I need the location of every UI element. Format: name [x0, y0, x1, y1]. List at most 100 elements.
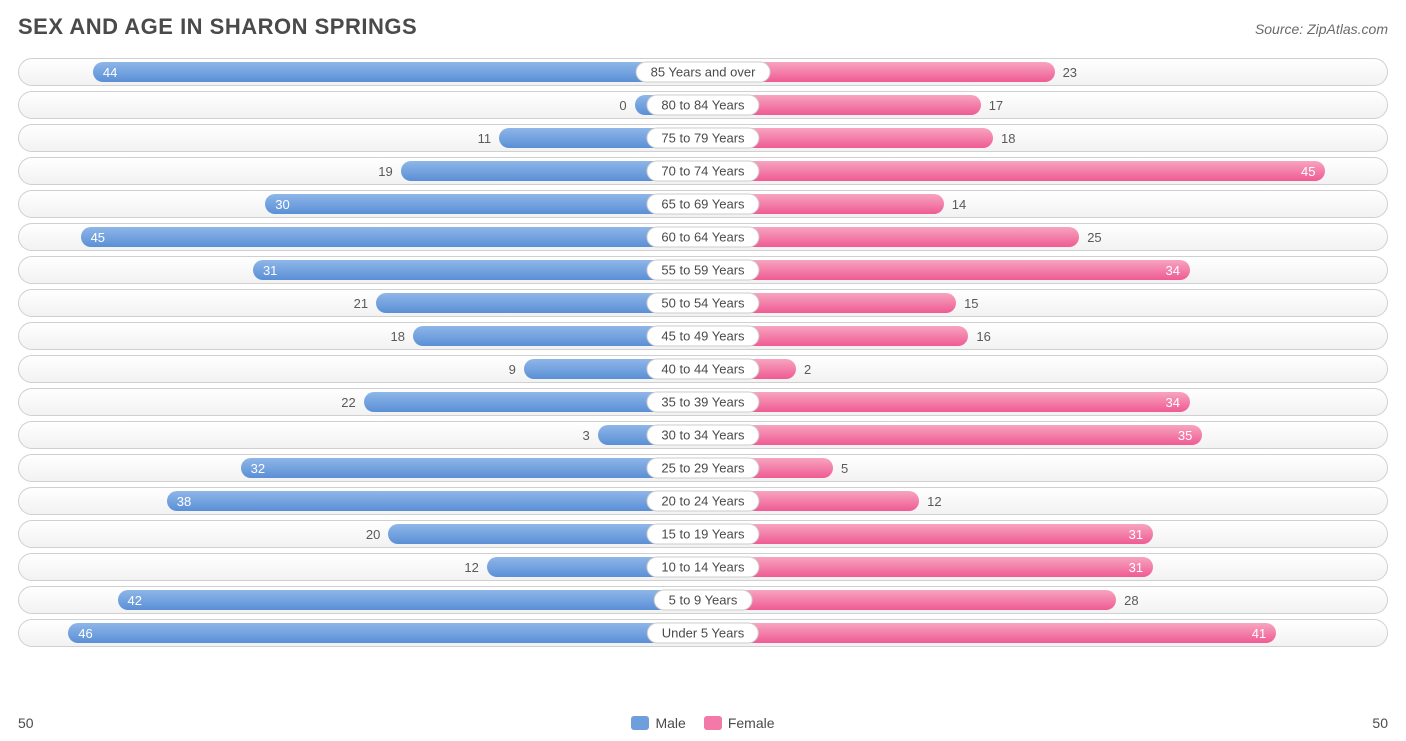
category-label: 45 to 49 Years: [646, 326, 759, 347]
male-bar: 30: [265, 194, 703, 214]
pyramid-row: 211550 to 54 Years: [18, 289, 1388, 317]
pyramid-row: 45 25 60 to 64 Years: [18, 223, 1388, 251]
female-half: 5: [703, 455, 1387, 481]
female-half: 41: [703, 620, 1387, 646]
female-value: 12: [919, 494, 949, 509]
chart-footer: 50 Male Female 50: [18, 715, 1388, 731]
legend: Male Female: [631, 715, 774, 731]
female-value: 28: [1116, 593, 1146, 608]
legend-item-male: Male: [631, 715, 685, 731]
pyramid-row: 442385 Years and over: [18, 58, 1388, 86]
category-label: 70 to 74 Years: [646, 161, 759, 182]
male-half: 21: [19, 290, 703, 316]
category-label: 55 to 59 Years: [646, 260, 759, 281]
male-value: 0: [611, 98, 634, 113]
male-half: 19: [19, 158, 703, 184]
male-bar: 31: [253, 260, 703, 280]
category-label: 60 to 64 Years: [646, 227, 759, 248]
female-half: 25: [703, 224, 1387, 250]
male-half: 42: [19, 587, 703, 613]
category-label: 35 to 39 Years: [646, 392, 759, 413]
female-value: 14: [944, 197, 974, 212]
female-value: 2: [796, 362, 819, 377]
female-half: 14: [703, 191, 1387, 217]
pyramid-row: 3 3530 to 34 Years: [18, 421, 1388, 449]
female-half: 23: [703, 59, 1387, 85]
male-half: 18: [19, 323, 703, 349]
category-label: 5 to 9 Years: [654, 590, 753, 611]
pyramid-row: 19 4570 to 74 Years: [18, 157, 1388, 185]
pyramid-row: 18 16 45 to 49 Years: [18, 322, 1388, 350]
male-half: 12: [19, 554, 703, 580]
legend-label-male: Male: [655, 715, 685, 731]
male-value: 3: [574, 428, 597, 443]
male-half: 31: [19, 257, 703, 283]
pyramid-chart: 442385 Years and over01780 to 84 Years11…: [18, 58, 1388, 709]
male-half: 22: [19, 389, 703, 415]
pyramid-row: 42 28 5 to 9 Years: [18, 586, 1388, 614]
chart-source: Source: ZipAtlas.com: [1255, 21, 1388, 37]
pyramid-row: 4641Under 5 Years: [18, 619, 1388, 647]
male-value: 21: [346, 296, 376, 311]
category-label: 65 to 69 Years: [646, 194, 759, 215]
female-half: 28: [703, 587, 1387, 613]
female-half: 12: [703, 488, 1387, 514]
pyramid-row: 22 3435 to 39 Years: [18, 388, 1388, 416]
category-label: 10 to 14 Years: [646, 557, 759, 578]
category-label: 80 to 84 Years: [646, 95, 759, 116]
category-label: 20 to 24 Years: [646, 491, 759, 512]
male-half: 20: [19, 521, 703, 547]
male-bar: 44: [93, 62, 703, 82]
female-bar: 31: [703, 524, 1153, 544]
male-value: 22: [333, 395, 363, 410]
category-label: 30 to 34 Years: [646, 425, 759, 446]
male-value: 12: [456, 560, 486, 575]
male-value: 19: [370, 164, 400, 179]
male-half: 32: [19, 455, 703, 481]
female-half: 17: [703, 92, 1387, 118]
chart-header: SEX AND AGE IN SHARON SPRINGS Source: Zi…: [18, 14, 1388, 40]
male-half: 45: [19, 224, 703, 250]
male-half: 0: [19, 92, 703, 118]
category-label: 40 to 44 Years: [646, 359, 759, 380]
female-bar: 31: [703, 557, 1153, 577]
female-bar: 35: [703, 425, 1202, 445]
female-bar: 34: [703, 392, 1190, 412]
female-value: 25: [1079, 230, 1109, 245]
female-half: 35: [703, 422, 1387, 448]
category-label: 75 to 79 Years: [646, 128, 759, 149]
female-bar: 45: [703, 161, 1325, 181]
female-half: 34: [703, 389, 1387, 415]
pyramid-row: 111875 to 79 Years: [18, 124, 1388, 152]
male-bar: 32: [241, 458, 703, 478]
pyramid-row: 203115 to 19 Years: [18, 520, 1388, 548]
pyramid-row: 0 17 80 to 84 Years: [18, 91, 1388, 119]
female-value: 15: [956, 296, 986, 311]
male-half: 38: [19, 488, 703, 514]
female-value: 18: [993, 131, 1023, 146]
category-label: 15 to 19 Years: [646, 524, 759, 545]
legend-swatch-male: [631, 716, 649, 730]
pyramid-row: 32525 to 29 Years: [18, 454, 1388, 482]
female-value: 17: [981, 98, 1011, 113]
female-half: 16: [703, 323, 1387, 349]
pyramid-row: 30 14 65 to 69 Years: [18, 190, 1388, 218]
female-bar: [703, 590, 1116, 610]
female-half: 45: [703, 158, 1387, 184]
male-half: 9: [19, 356, 703, 382]
male-bar: 46: [68, 623, 703, 643]
axis-left-end: 50: [18, 715, 34, 731]
male-value: 9: [501, 362, 524, 377]
female-bar: 34: [703, 260, 1190, 280]
male-bar: 42: [118, 590, 704, 610]
male-half: 30: [19, 191, 703, 217]
pyramid-row: 313455 to 59 Years: [18, 256, 1388, 284]
female-half: 34: [703, 257, 1387, 283]
chart-title: SEX AND AGE IN SHARON SPRINGS: [18, 14, 417, 40]
female-half: 31: [703, 554, 1387, 580]
male-half: 44: [19, 59, 703, 85]
female-value: 23: [1055, 65, 1085, 80]
female-value: 16: [968, 329, 998, 344]
category-label: 25 to 29 Years: [646, 458, 759, 479]
female-bar: 41: [703, 623, 1276, 643]
